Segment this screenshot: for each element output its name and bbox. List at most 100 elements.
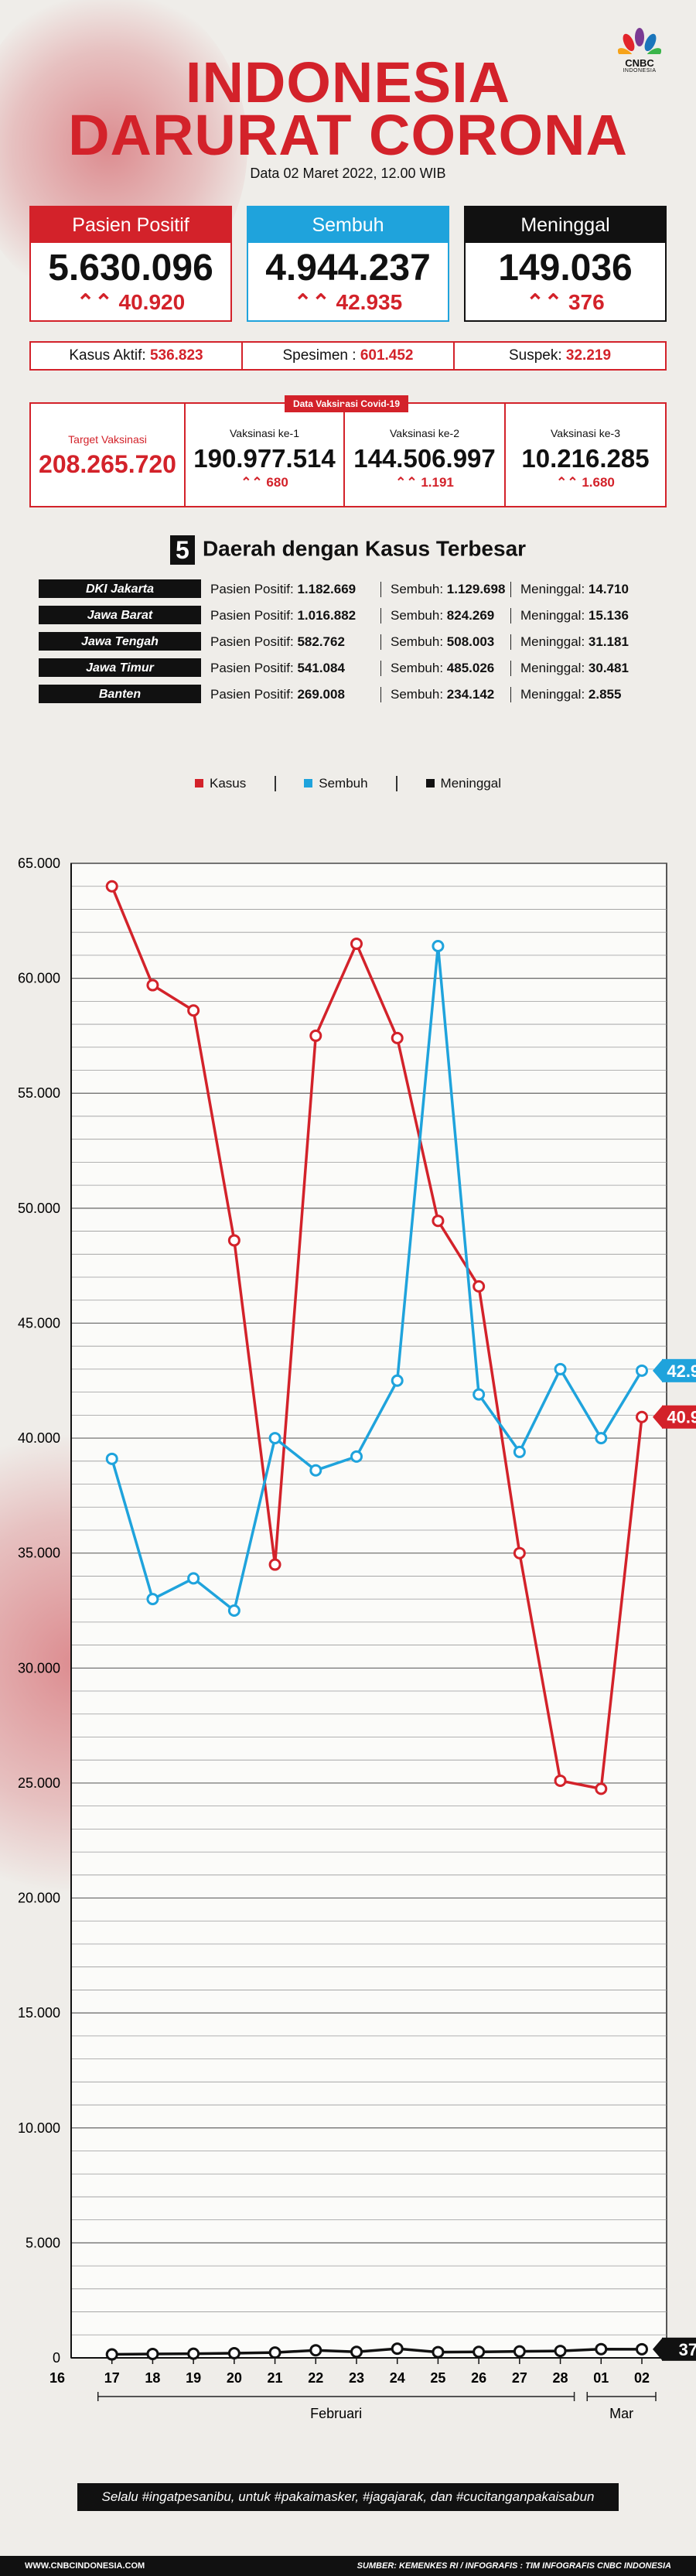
data-point-sembuh xyxy=(595,1432,608,1445)
site-url: WWW.CNBCINDONESIA.COM xyxy=(25,2561,145,2571)
data-point-sembuh xyxy=(146,1593,159,1606)
data-point-meninggal xyxy=(513,2345,526,2358)
x-tick-label: 27 xyxy=(512,2370,527,2386)
y-tick-label: 30.000 xyxy=(18,1660,60,1676)
end-label-box-sembuh xyxy=(662,1358,696,1382)
x-tick-label: 01 xyxy=(593,2370,609,2386)
data-point-sembuh xyxy=(432,940,445,953)
region-name: Jawa Barat xyxy=(39,606,201,624)
table-row: Jawa Barat Pasien Positif: 1.016.882 Sembu… xyxy=(39,606,657,626)
card-value: 149.036 xyxy=(498,248,633,289)
double-chevron-up-icon: ⌃⌃ xyxy=(293,290,330,314)
footer-strip: WWW.CNBCINDONESIA.COM SUMBER: KEMENKES R… xyxy=(0,2556,696,2576)
plot-area xyxy=(70,863,667,2359)
region-sembuh: Sembuh: 508.003 xyxy=(380,634,494,650)
region-meninggal: Meninggal: 15.136 xyxy=(510,608,629,624)
table-row: Banten Pasien Positif: 269.008 Sembuh: 234… xyxy=(39,685,657,705)
data-point-sembuh xyxy=(105,1452,118,1465)
region-name: Banten xyxy=(39,685,201,703)
legend-swatch-meninggal xyxy=(425,779,435,788)
region-name: DKI Jakarta xyxy=(39,579,201,598)
vaccination-dose-1: Vaksinasi ke-1 190.977.514 ⌃⌃ 680 xyxy=(186,404,345,506)
card-pasien-positif: Pasien Positif 5.630.096 ⌃⌃ 40.920 xyxy=(29,206,232,322)
cnbc-logo: CNBC INDONESIA xyxy=(612,28,667,73)
region-sembuh: Sembuh: 1.129.698 xyxy=(380,582,505,597)
data-point-kasus xyxy=(268,1558,281,1571)
double-chevron-up-icon: ⌃⌃ xyxy=(241,475,263,490)
x-tick-label: 16 xyxy=(49,2370,65,2386)
region-sembuh: Sembuh: 485.026 xyxy=(380,661,494,676)
series-line-meninggal xyxy=(111,2347,643,2356)
source-credit: SUMBER: KEMENKES RI / INFOGRAFIS : TIM I… xyxy=(357,2561,671,2571)
region-positif: Pasien Positif: 1.016.882 xyxy=(210,608,357,623)
page-title-line1: INDONESIA xyxy=(185,50,511,114)
data-point-sembuh xyxy=(187,1572,200,1585)
legend-swatch-sembuh xyxy=(304,779,313,788)
logo-subtext: INDONESIA xyxy=(623,68,657,73)
data-point-kasus xyxy=(146,979,159,992)
data-point-meninggal xyxy=(595,2342,608,2356)
data-point-sembuh xyxy=(391,1374,404,1387)
y-tick-label: 65.000 xyxy=(18,856,60,871)
legend-label-meninggal: Meninggal xyxy=(440,775,501,791)
x-tick-label: 26 xyxy=(471,2370,486,2386)
chart-legend: Kasus Sembuh Meninggal xyxy=(0,775,696,791)
y-tick-label: 40.000 xyxy=(18,1430,60,1446)
x-tick-label: 28 xyxy=(553,2370,568,2386)
y-tick-label: 50.000 xyxy=(18,1201,60,1216)
y-tick-label: 25.000 xyxy=(18,1775,60,1791)
x-group-label: Mar xyxy=(609,2406,633,2421)
card-meninggal: Meninggal 149.036 ⌃⌃ 376 xyxy=(464,206,667,322)
x-tick-label: 02 xyxy=(634,2370,650,2386)
data-point-kasus xyxy=(227,1234,241,1247)
data-point-meninggal xyxy=(146,2347,159,2360)
end-label-box-meninggal xyxy=(662,2337,696,2361)
data-point-kasus xyxy=(636,1410,648,1423)
data-point-sembuh xyxy=(309,1464,322,1477)
data-point-kasus xyxy=(513,1546,526,1560)
data-point-sembuh xyxy=(473,1388,486,1401)
table-row: Jawa Tengah Pasien Positif: 582.762 Sembuh… xyxy=(39,632,657,652)
target-value: 208.265.720 xyxy=(39,450,176,478)
data-point-sembuh xyxy=(636,1364,648,1377)
stats-strip: Kasus Aktif: 536.823 Spesimen : 601.452 … xyxy=(29,341,667,371)
data-point-kasus xyxy=(350,938,363,951)
data-point-meninggal xyxy=(187,2347,200,2360)
card-delta: ⌃⌃ 40.920 xyxy=(76,290,186,314)
stat-spesimen: Spesimen : 601.452 xyxy=(243,343,455,369)
x-tick-label: 24 xyxy=(390,2370,405,2386)
report-date: Data 02 Maret 2022, 12.00 WIB xyxy=(250,166,446,181)
vaccination-dose-2: Vaksinasi ke-2 144.506.997 ⌃⌃ 1.191 xyxy=(345,404,506,506)
card-label: Meninggal xyxy=(466,207,665,243)
end-label-sembuh: 42.935 xyxy=(667,1361,696,1381)
table-row: DKI Jakarta Pasien Positif: 1.182.669 Semb… xyxy=(39,579,657,600)
logo-text: CNBC xyxy=(625,57,654,69)
card-label: Sembuh xyxy=(248,207,448,243)
series-line-kasus xyxy=(111,886,643,1791)
target-label: Target Vaksinasi xyxy=(68,433,147,446)
legend-label-sembuh: Sembuh xyxy=(319,775,368,791)
data-point-meninggal xyxy=(554,2345,567,2358)
y-tick-label: 35.000 xyxy=(18,1546,60,1561)
y-tick-label: 10.000 xyxy=(18,2120,60,2136)
data-point-kasus xyxy=(309,1029,322,1042)
peacock-icon xyxy=(617,28,662,62)
x-tick-label: 21 xyxy=(268,2370,283,2386)
vaccination-target: Target Vaksinasi 208.265.720 xyxy=(31,404,186,506)
x-tick-label: 22 xyxy=(308,2370,323,2386)
card-sembuh: Sembuh 4.944.237 ⌃⌃ 42.935 xyxy=(247,206,449,322)
data-point-meninggal xyxy=(473,2345,486,2359)
data-point-sembuh xyxy=(554,1362,567,1375)
x-tick-label: 19 xyxy=(186,2370,201,2386)
region-positif: Pasien Positif: 582.762 xyxy=(210,634,345,649)
y-tick-label: 60.000 xyxy=(18,971,60,986)
y-tick-label: 55.000 xyxy=(18,1085,60,1101)
data-point-kasus xyxy=(391,1031,404,1044)
data-point-meninggal xyxy=(391,2342,404,2356)
y-tick-label: 45.000 xyxy=(18,1315,60,1331)
region-positif: Pasien Positif: 541.084 xyxy=(210,661,345,675)
vaccination-tag: Data Vaksinasi Covid-19 xyxy=(285,395,408,412)
y-tick-label: 5.000 xyxy=(26,2235,60,2250)
double-chevron-up-icon: ⌃⌃ xyxy=(526,290,563,314)
